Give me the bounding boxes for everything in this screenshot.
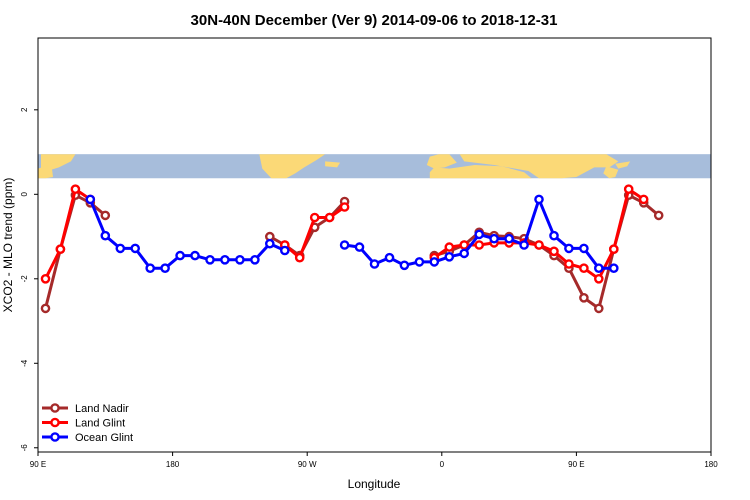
land-glint-point: [579, 263, 589, 274]
map-land: [615, 161, 631, 169]
ocean-glint-point: [264, 238, 275, 249]
y-axis: 2 0 -2 -4 -6: [20, 107, 38, 451]
ocean-glint-point: [220, 254, 230, 265]
ocean-glint-point: [369, 259, 380, 269]
x-tick-label: 90 E: [568, 460, 584, 469]
ocean-glint-point: [250, 254, 260, 265]
land-glint-point: [534, 240, 544, 250]
ocean-glint-point: [339, 240, 350, 250]
ocean-glint-point: [190, 250, 200, 261]
map-land: [429, 165, 532, 179]
land-glint-point: [564, 259, 574, 269]
legend-label: Land Nadir: [75, 403, 129, 415]
map-land: [459, 154, 619, 179]
land-glint-point: [55, 244, 66, 254]
land-glint-point: [638, 194, 649, 205]
legend-label: Ocean Glint: [75, 432, 133, 444]
land-glint-point: [474, 240, 485, 250]
x-tick-label: 180: [704, 460, 718, 469]
ocean-glint-point: [160, 263, 170, 274]
land-glint-point: [309, 212, 320, 223]
ocean-glint-point: [444, 251, 455, 262]
x-axis: 90 E 180 90 W 0 90 E 180: [30, 452, 718, 469]
legend-marker: [50, 432, 60, 442]
land-glint-point: [444, 242, 455, 252]
y-axis-label: XCO2 - MLO trend (ppm): [1, 178, 15, 313]
map-land: [325, 161, 341, 168]
x-tick-label: 90 E: [30, 460, 46, 469]
land-glint-point: [70, 184, 81, 194]
land-nadir-point: [653, 210, 664, 221]
land-glint-point: [549, 246, 559, 257]
chart-title: 30N-40N December (Ver 9) 2014-09-06 to 2…: [191, 12, 558, 29]
ocean-glint-point: [474, 229, 485, 240]
x-axis-label: Longitude: [348, 477, 401, 491]
y-tick-label: -6: [20, 444, 29, 452]
plot-frame: [37, 37, 712, 453]
y-tick-label: 2: [20, 107, 29, 112]
land-glint-point: [623, 184, 634, 194]
ocean-glint-point: [354, 242, 365, 252]
ocean-glint-point: [549, 230, 559, 241]
land-glint-point: [339, 202, 350, 212]
y-tick-label: -4: [20, 359, 29, 367]
ocean-glint-point: [519, 240, 529, 250]
ocean-glint-point: [429, 257, 440, 267]
map-land: [259, 154, 326, 179]
ocean-glint-point: [205, 254, 215, 265]
land-glint-point: [294, 252, 305, 263]
y-tick-label: 0: [20, 192, 29, 197]
x-tick-label: 0: [440, 460, 445, 469]
land-glint-point: [459, 240, 470, 250]
land-nadir-point: [40, 303, 51, 314]
map-land: [38, 165, 53, 179]
ocean-glint-point: [399, 260, 410, 271]
ocean-glint-point: [85, 194, 96, 205]
ocean-glint-point: [100, 230, 111, 241]
ocean-glint-point: [130, 243, 140, 254]
ocean-glint-point: [594, 263, 604, 274]
ocean-glint-point: [459, 248, 470, 259]
ocean-glint-point: [609, 263, 619, 274]
ocean-glint-point: [489, 233, 499, 244]
legend: Land Nadir Land Glint Ocean Glint: [42, 403, 133, 444]
ocean-glint-point: [279, 245, 290, 256]
map-land: [603, 166, 619, 179]
world-map-strip: [38, 154, 711, 179]
series-layer: [40, 184, 664, 314]
land-nadir-point: [579, 292, 589, 303]
ocean-glint-point: [504, 233, 514, 244]
x-tick-label: 90 W: [298, 460, 317, 469]
land-glint-point: [40, 273, 51, 284]
ocean-glint-point: [175, 250, 185, 261]
land-glint-point: [594, 273, 604, 284]
ocean-glint-point: [579, 243, 589, 254]
land-glint-point: [324, 212, 335, 223]
map-land: [426, 154, 457, 169]
x-tick-label: 180: [166, 460, 180, 469]
land-nadir-point: [594, 303, 604, 314]
land-nadir-point: [100, 210, 111, 221]
y-tick-label: -2: [20, 275, 29, 283]
land-glint-line: [44, 187, 92, 280]
ocean-glint-point: [145, 263, 155, 274]
ocean-glint-point: [115, 243, 126, 254]
legend-marker: [50, 417, 60, 428]
ocean-glint-point: [534, 194, 544, 205]
land-glint-point: [609, 244, 619, 254]
legend-label: Land Glint: [75, 418, 125, 430]
ocean-glint-point: [414, 257, 425, 267]
ocean-glint-point: [384, 252, 395, 263]
ocean-glint-point: [235, 254, 245, 265]
legend-marker: [50, 403, 60, 413]
ocean-glint-point: [564, 243, 574, 254]
